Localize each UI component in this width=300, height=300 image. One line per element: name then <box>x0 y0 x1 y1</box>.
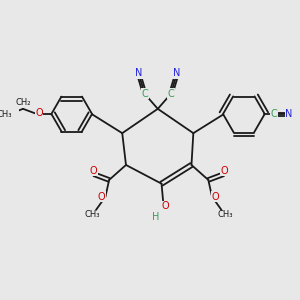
Text: O: O <box>220 166 228 176</box>
Text: O: O <box>161 201 169 211</box>
Text: O: O <box>212 192 220 202</box>
Text: O: O <box>89 166 97 176</box>
Text: H: H <box>152 212 160 222</box>
Text: CH₃: CH₃ <box>218 210 233 219</box>
Text: N: N <box>135 68 143 78</box>
Text: C: C <box>270 109 277 118</box>
Text: O: O <box>35 108 43 118</box>
Text: N: N <box>173 68 180 78</box>
Text: CH₃: CH₃ <box>0 110 12 119</box>
Text: C: C <box>141 89 148 99</box>
Text: CH₃: CH₃ <box>85 210 100 219</box>
Text: N: N <box>285 109 292 118</box>
Text: CH₂: CH₂ <box>15 98 31 107</box>
Text: C: C <box>167 89 174 99</box>
Text: O: O <box>98 192 106 202</box>
